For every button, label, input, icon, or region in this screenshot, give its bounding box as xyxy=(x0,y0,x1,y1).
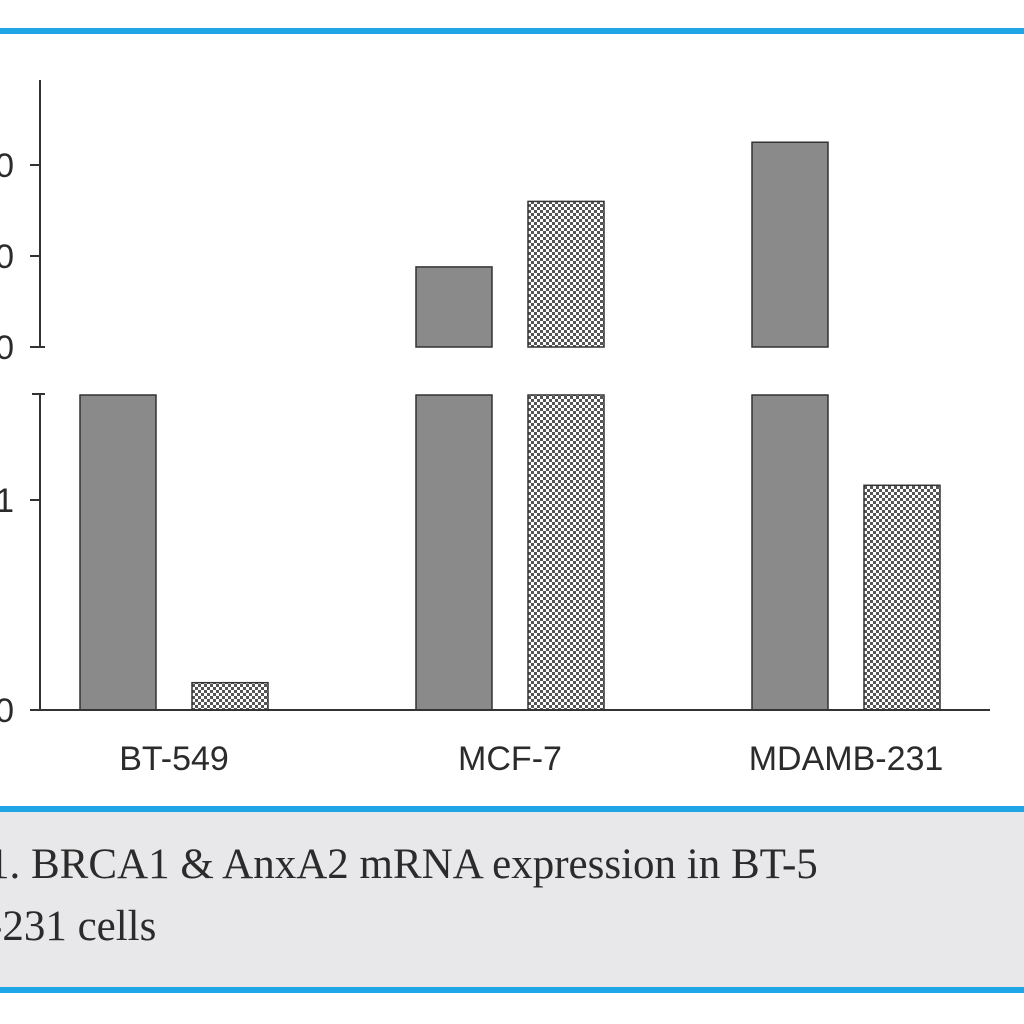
bar-chart: 0 1 0 0 0 BT-549 MCF-7 MDAMB-231 xyxy=(0,80,990,778)
bar-mcf-7-series2-lower xyxy=(527,394,605,711)
bar-bt-549-series1-lower xyxy=(79,394,157,711)
category-label-mdamb-231: MDAMB-231 xyxy=(749,740,944,778)
caption-bottom-rule xyxy=(0,987,1024,993)
category-label-mcf-7: MCF-7 xyxy=(458,740,562,778)
bar-bt-549-series2-lower xyxy=(191,681,269,711)
bar-mcf-7-series2-upper xyxy=(527,200,605,348)
y-tick-label-lower: 1 xyxy=(0,482,14,520)
y-tick-label-lower: 0 xyxy=(0,692,14,730)
y-tick-label-upper: 0 xyxy=(0,238,14,276)
bar-mdamb-231-series1-lower xyxy=(751,394,829,711)
bar-mdamb-231-series1-upper xyxy=(751,141,829,348)
y-tick-label-upper: 0 xyxy=(0,147,14,185)
bars-layer xyxy=(79,141,941,711)
bar-mcf-7-series1-upper xyxy=(415,266,493,348)
axes-layer xyxy=(30,80,990,711)
y-tick-label-upper: 0 xyxy=(0,329,14,367)
figure-caption: 1. BRCA1 & AnxA2 mRNA expression in BT-5… xyxy=(0,834,1024,958)
bar-mdamb-231-series2-lower xyxy=(863,484,941,711)
bar-mcf-7-series1-lower xyxy=(415,394,493,711)
caption-line-1: 1. BRCA1 & AnxA2 mRNA expression in BT-5 xyxy=(0,841,818,888)
top-rule xyxy=(0,28,1024,34)
figure-caption-box: 1. BRCA1 & AnxA2 mRNA expression in BT-5… xyxy=(0,812,1024,987)
caption-top-rule xyxy=(0,806,1024,812)
labels-layer: 0 1 0 0 0 BT-549 MCF-7 MDAMB-231 xyxy=(0,147,943,778)
category-label-bt-549: BT-549 xyxy=(119,740,229,778)
caption-line-2: -231 cells xyxy=(0,903,157,950)
